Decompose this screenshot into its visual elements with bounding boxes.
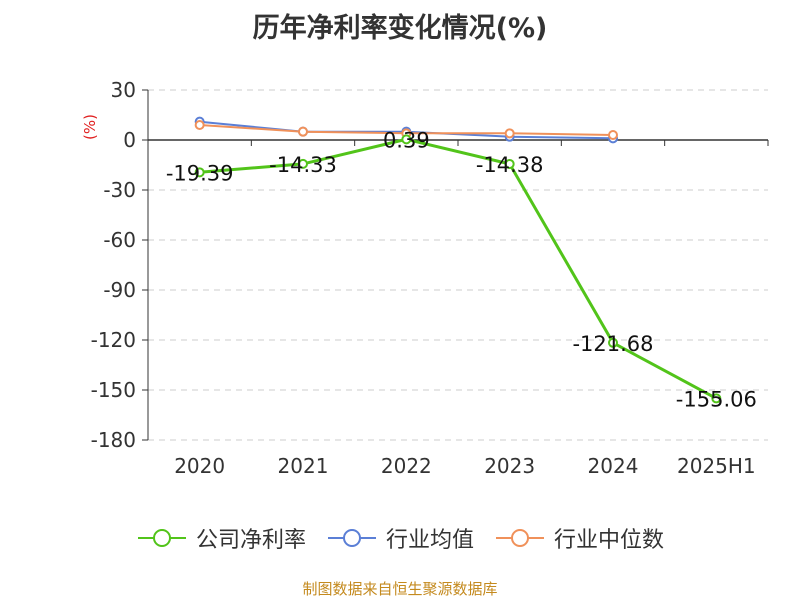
y-tick-label: 0 bbox=[123, 128, 136, 152]
source-note: 制图数据来自恒生聚源数据库 bbox=[302, 580, 498, 598]
data-point bbox=[401, 134, 412, 145]
data-label: -155.06 bbox=[676, 387, 757, 411]
data-point bbox=[194, 167, 205, 178]
data-point bbox=[298, 126, 308, 137]
y-tick-label: -150 bbox=[91, 378, 136, 402]
y-tick-label: -180 bbox=[91, 428, 136, 452]
chart-title: 历年净利率变化情况(%) bbox=[252, 13, 548, 44]
y-tick-label: -120 bbox=[91, 328, 136, 352]
legend-item[interactable]: 行业均值 bbox=[326, 522, 474, 554]
data-point bbox=[608, 130, 618, 140]
data-point bbox=[504, 158, 515, 169]
grid-lines bbox=[148, 89, 768, 441]
legend-marker-icon bbox=[496, 529, 544, 547]
data-point bbox=[298, 158, 308, 169]
legend: 公司净利率 行业均值 行业中位数 bbox=[0, 520, 800, 556]
series-lines bbox=[194, 116, 722, 404]
data-point bbox=[504, 128, 515, 139]
data-label: -14.38 bbox=[476, 153, 544, 177]
data-label: -121.68 bbox=[572, 332, 653, 356]
y-tick-label: -30 bbox=[103, 178, 136, 202]
data-label: 0.39 bbox=[383, 128, 430, 152]
x-tick-label: 2025H1 bbox=[677, 454, 756, 478]
data-label: -14.33 bbox=[269, 153, 337, 177]
x-tick-label: 2022 bbox=[381, 454, 432, 478]
x-tick-label: 2023 bbox=[484, 454, 535, 478]
data-point bbox=[711, 393, 722, 404]
x-tick-label: 2021 bbox=[278, 454, 329, 478]
y-axis-label: (%) bbox=[81, 114, 99, 140]
y-tick-label: -90 bbox=[103, 278, 136, 302]
legend-label: 行业中位数 bbox=[554, 528, 665, 553]
y-tick-label: 30 bbox=[111, 78, 136, 102]
legend-item[interactable]: 公司净利率 bbox=[136, 522, 306, 554]
data-point bbox=[608, 337, 618, 348]
x-tick-label: 2020 bbox=[174, 454, 225, 478]
data-label: -19.39 bbox=[166, 161, 234, 185]
data-labels: -19.39 -14.33 0.39 -14.38 -121.68 -155.06 bbox=[166, 128, 757, 411]
legend-item[interactable]: 行业中位数 bbox=[494, 522, 664, 554]
axes: 30 0 -30 -60 -90 -120 -150 -180 2020 2021 2022 2023… bbox=[81, 78, 769, 478]
legend-marker-icon bbox=[327, 529, 376, 547]
x-tick-label: 2024 bbox=[588, 454, 639, 478]
series-line bbox=[199, 137, 718, 400]
legend-marker-icon bbox=[137, 529, 186, 547]
data-point bbox=[194, 120, 205, 130]
legend-label: 公司净利率 bbox=[195, 528, 306, 553]
y-tick-label: -60 bbox=[103, 228, 136, 252]
legend-label: 行业均值 bbox=[385, 528, 474, 553]
